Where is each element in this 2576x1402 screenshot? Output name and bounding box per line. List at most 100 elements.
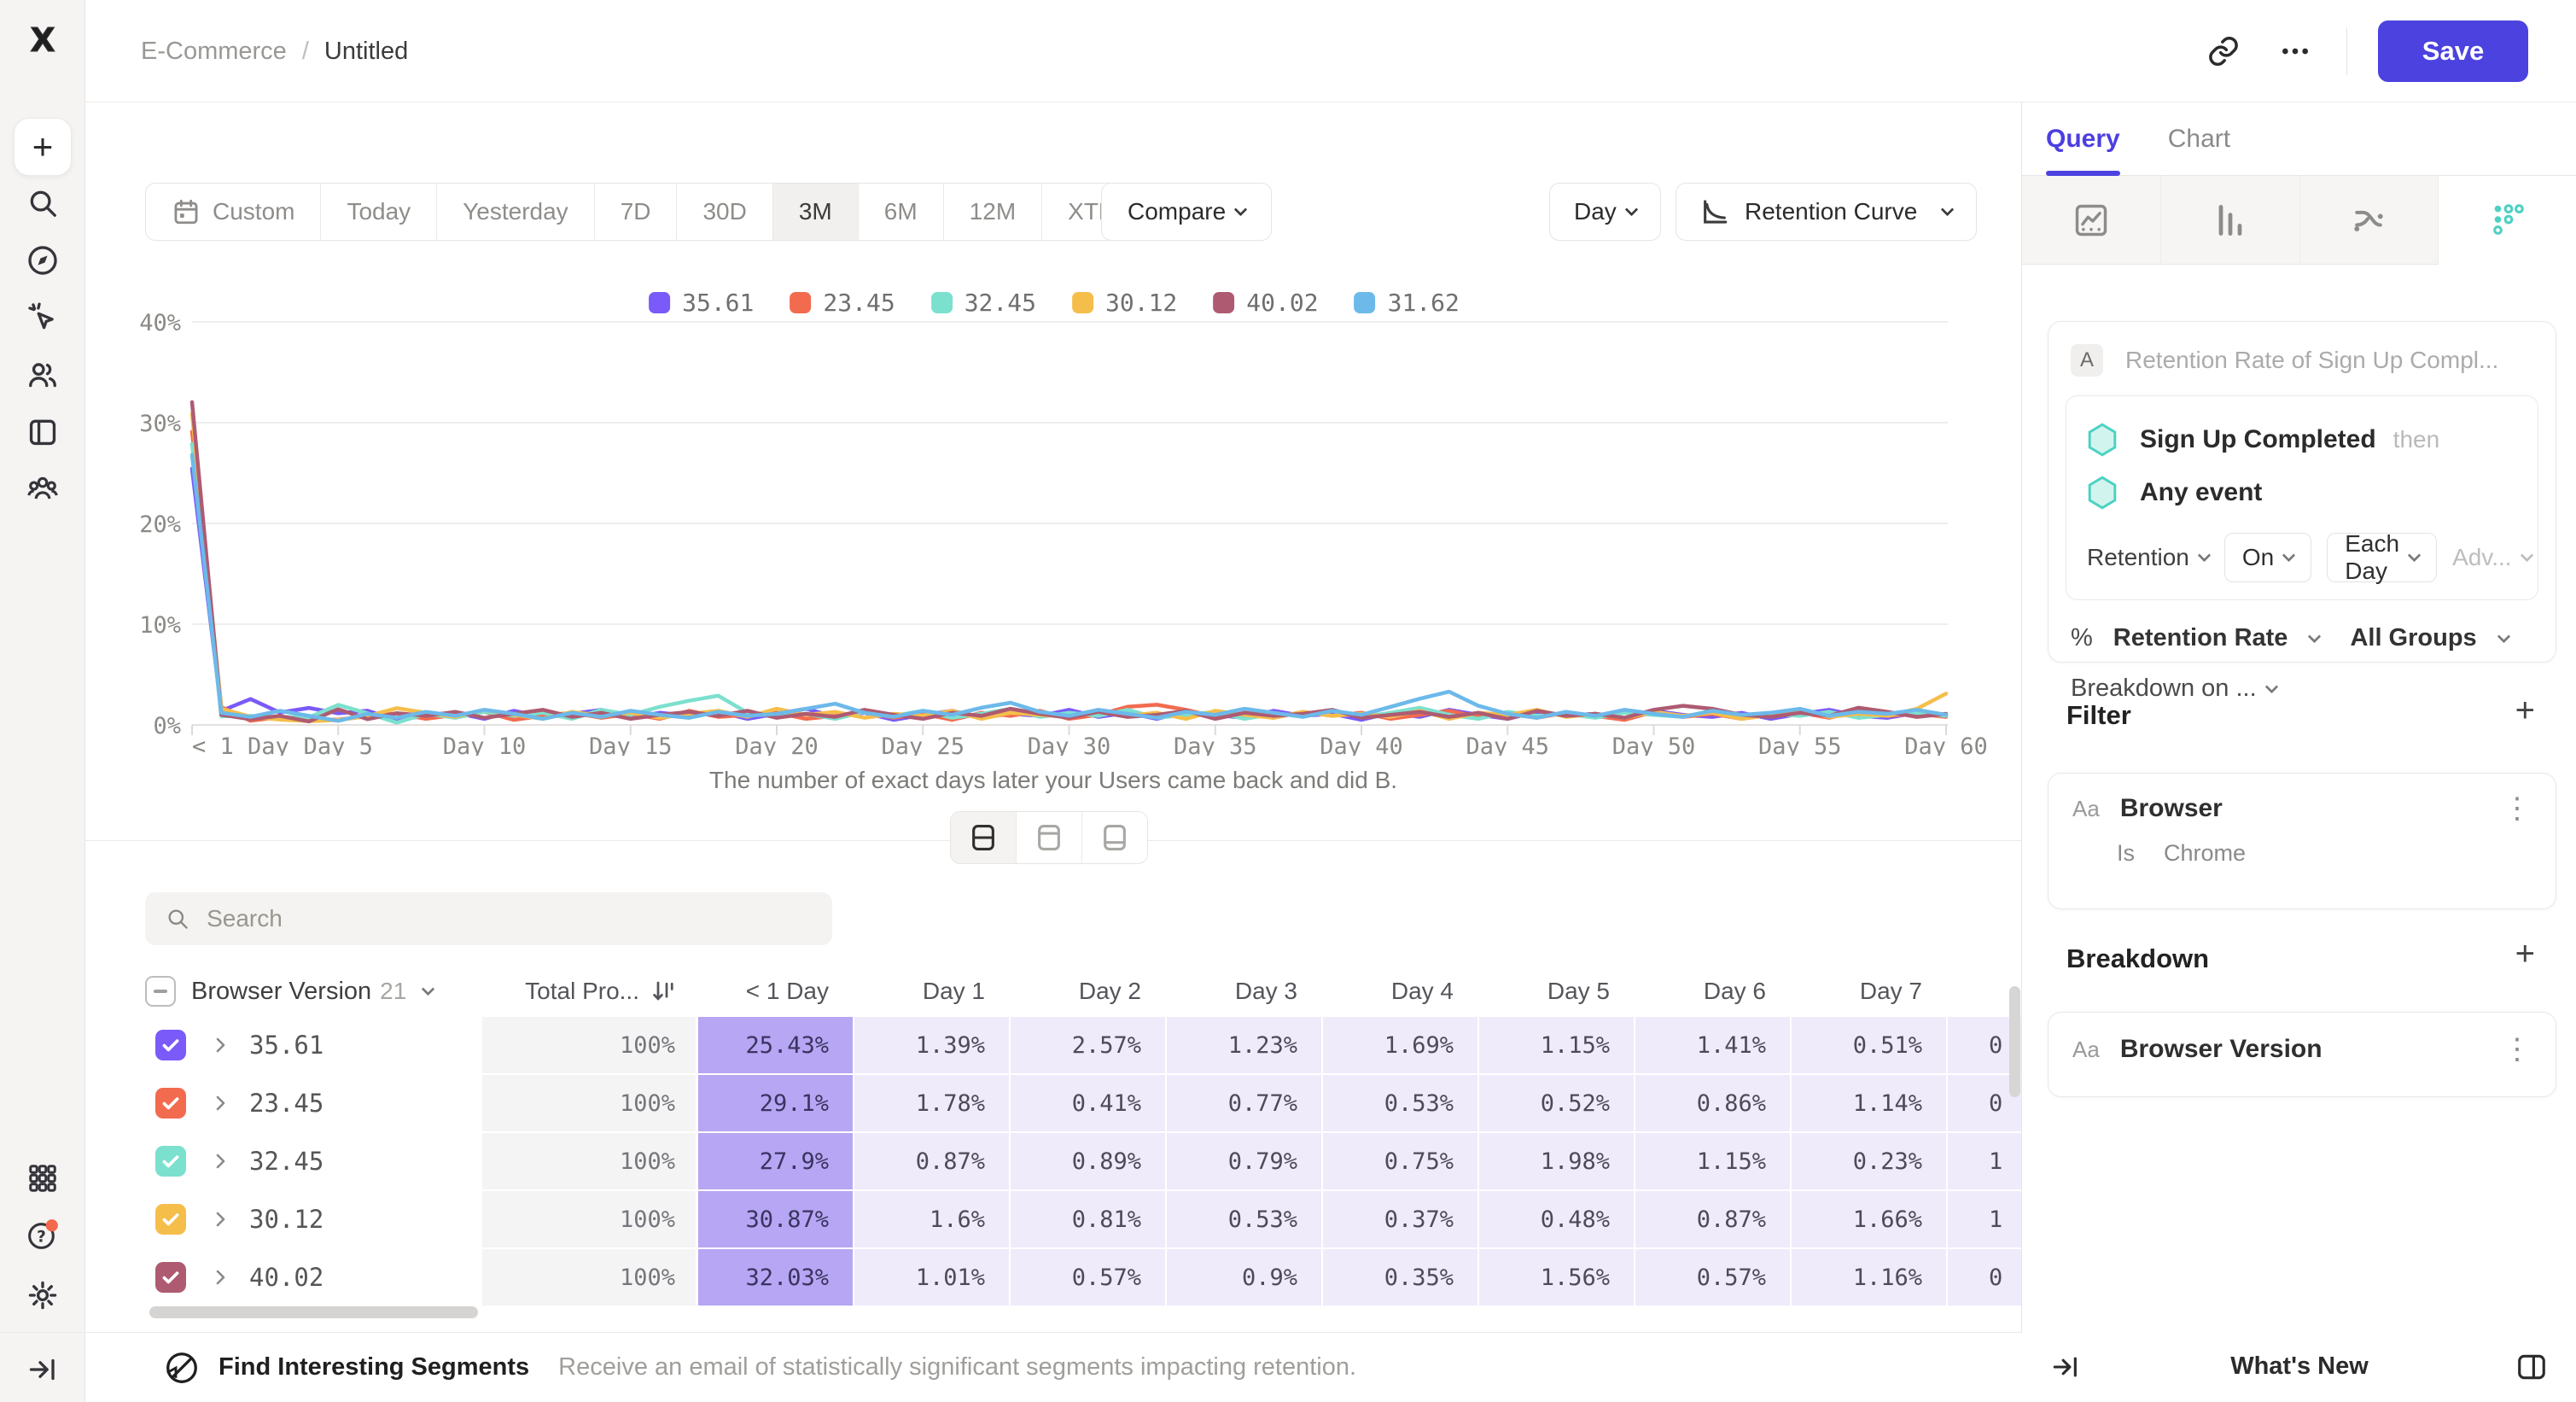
day-column-header[interactable]: < 1 Day	[745, 978, 829, 1004]
total-column-header[interactable]: Total Pro...	[482, 978, 696, 1005]
breadcrumb-report-title[interactable]: Untitled	[323, 37, 409, 65]
series-line-35.61[interactable]	[189, 466, 1949, 722]
side-panel-icon[interactable]	[2515, 1351, 2548, 1383]
metric-dropdown[interactable]: Retention Rate	[2113, 624, 2288, 651]
find-segments-link[interactable]: Find Interesting Segments	[219, 1353, 530, 1381]
search-input[interactable]	[207, 905, 812, 932]
day-column-header[interactable]: Day 6	[1703, 978, 1766, 1004]
day-column-header[interactable]: Day 2	[1078, 978, 1141, 1004]
kebab-menu-icon[interactable]: ⋮	[2503, 1032, 2532, 1066]
add-breakdown-button[interactable]: +	[2515, 935, 2535, 973]
legend-item[interactable]: 35.61	[649, 289, 754, 317]
row-expand-chevron[interactable]	[210, 1267, 230, 1288]
date-range-7d[interactable]: 7D	[595, 184, 678, 240]
sidebar-apps-button[interactable]	[22, 1158, 63, 1199]
day-column-header[interactable]: Day 1	[922, 978, 985, 1004]
tab-query[interactable]: Query	[2046, 102, 2120, 176]
date-range-30d[interactable]: 30D	[677, 184, 773, 240]
date-range-custom[interactable]: Custom	[146, 184, 322, 240]
legend-item[interactable]: 40.02	[1213, 289, 1319, 317]
breakdown-field[interactable]: Browser Version	[2119, 1035, 2322, 1063]
event-step-1[interactable]: Sign Up Completed then	[2087, 413, 2517, 466]
sidebar-explore-button[interactable]	[22, 240, 63, 281]
day-column-header[interactable]: Day 7	[1859, 978, 1922, 1004]
chevron-down-icon[interactable]	[422, 982, 435, 996]
row-checkbox[interactable]	[155, 1088, 186, 1119]
date-range-3m[interactable]: 3M	[772, 184, 859, 240]
collapse-panel-icon[interactable]	[2051, 1352, 2080, 1382]
sidebar-community-button[interactable]	[22, 469, 63, 510]
each-day-dropdown[interactable]: Each Day	[2327, 530, 2438, 584]
query-title[interactable]: Retention Rate of Sign Up Compl...	[2125, 347, 2499, 373]
legend-item[interactable]: 30.12	[1072, 289, 1177, 317]
day-column-header[interactable]: Day 4	[1390, 978, 1454, 1004]
breakdown-on-dropdown[interactable]: Breakdown on ...	[2071, 675, 2533, 703]
charttype-retention-tab[interactable]	[2439, 176, 2576, 265]
on-dropdown[interactable]: On	[2223, 533, 2312, 582]
row-expand-chevron[interactable]	[210, 1035, 230, 1055]
charttype-funnels-tab[interactable]	[2160, 176, 2300, 265]
whats-new-link[interactable]: What's New	[2230, 1352, 2369, 1380]
chart-type-dropdown[interactable]: Retention Curve	[1676, 183, 1978, 241]
group-column-header[interactable]: Browser Version 21	[191, 977, 407, 1005]
day-column-header[interactable]: Day 3	[1234, 978, 1297, 1004]
filter-field[interactable]: Browser	[2119, 794, 2223, 822]
series-line-40.02[interactable]	[189, 400, 1949, 724]
breadcrumb-board[interactable]: E-Commerce	[141, 37, 287, 65]
vertical-scrollbar[interactable]	[2009, 986, 2020, 1097]
sidebar-users-button[interactable]	[22, 354, 63, 395]
kebab-menu-icon[interactable]: ⋮	[2503, 792, 2532, 825]
row-expand-chevron[interactable]	[210, 1209, 230, 1230]
save-button[interactable]: Save	[2378, 20, 2528, 82]
date-range-12m[interactable]: 12M	[944, 184, 1043, 240]
day-column-header[interactable]: Day 5	[1547, 978, 1610, 1004]
legend-item[interactable]: 23.45	[790, 289, 895, 317]
legend-item[interactable]: 32.45	[930, 289, 1036, 317]
retention-cell: 27.9%	[698, 1133, 853, 1189]
sidebar-expand-button[interactable]	[22, 1349, 63, 1390]
date-range-today[interactable]: Today	[321, 184, 438, 240]
granularity-dropdown[interactable]: Day	[1549, 183, 1661, 241]
filter-operator[interactable]: Is	[2117, 840, 2136, 866]
advanced-dropdown[interactable]: Adv...	[2452, 544, 2533, 571]
add-filter-button[interactable]: +	[2515, 692, 2535, 729]
horizontal-scrollbar[interactable]	[149, 1306, 478, 1318]
series-line-30.12[interactable]	[189, 412, 1949, 723]
row-checkbox[interactable]	[155, 1030, 186, 1060]
sidebar-help-button[interactable]: ?	[22, 1214, 63, 1255]
date-range-yesterday[interactable]: Yesterday	[437, 184, 595, 240]
app-logo[interactable]: X	[22, 20, 63, 61]
series-line-23.45[interactable]	[189, 429, 1949, 723]
series-line-31.62[interactable]	[189, 453, 1949, 723]
sidebar-search-button[interactable]	[22, 183, 63, 224]
series-line-32.45[interactable]	[189, 441, 1949, 725]
table-search[interactable]	[145, 892, 832, 945]
tab-chart[interactable]: Chart	[2167, 124, 2231, 153]
row-checkbox[interactable]	[155, 1262, 186, 1293]
date-range-6m[interactable]: 6M	[859, 184, 944, 240]
compare-button[interactable]: Compare	[1101, 183, 1273, 241]
select-all-checkbox[interactable]	[145, 976, 176, 1007]
layout-chart-only-button[interactable]	[1017, 812, 1082, 863]
more-options-button[interactable]	[2275, 31, 2316, 72]
row-expand-chevron[interactable]	[210, 1093, 230, 1113]
layout-table-only-button[interactable]	[1082, 812, 1147, 863]
filter-value[interactable]: Chrome	[2164, 840, 2247, 866]
row-checkbox[interactable]	[155, 1204, 186, 1235]
charttype-flows-tab[interactable]	[2299, 176, 2439, 265]
charttype-insights-tab[interactable]	[2022, 176, 2161, 265]
legend-item[interactable]: 31.62	[1354, 289, 1460, 317]
sidebar-boards-button[interactable]	[22, 412, 63, 453]
groups-dropdown[interactable]: All Groups	[2350, 624, 2477, 651]
layout-split-button[interactable]	[951, 812, 1017, 863]
retention-cell: 0.9%	[1167, 1249, 1321, 1306]
row-expand-chevron[interactable]	[210, 1151, 230, 1171]
sidebar-events-button[interactable]	[22, 297, 63, 338]
copy-link-button[interactable]	[2203, 31, 2244, 72]
retention-line-chart[interactable]: 0% 10% 20% 30% 40% < 1 Day Day 5 Day 10 Day 15 Da…	[85, 277, 2021, 756]
event-step-2[interactable]: Any event	[2087, 466, 2517, 519]
row-checkbox[interactable]	[155, 1146, 186, 1177]
sidebar-settings-button[interactable]	[22, 1275, 63, 1316]
create-new-button[interactable]: +	[14, 118, 72, 176]
retention-type-dropdown[interactable]: Retention	[2087, 544, 2212, 571]
